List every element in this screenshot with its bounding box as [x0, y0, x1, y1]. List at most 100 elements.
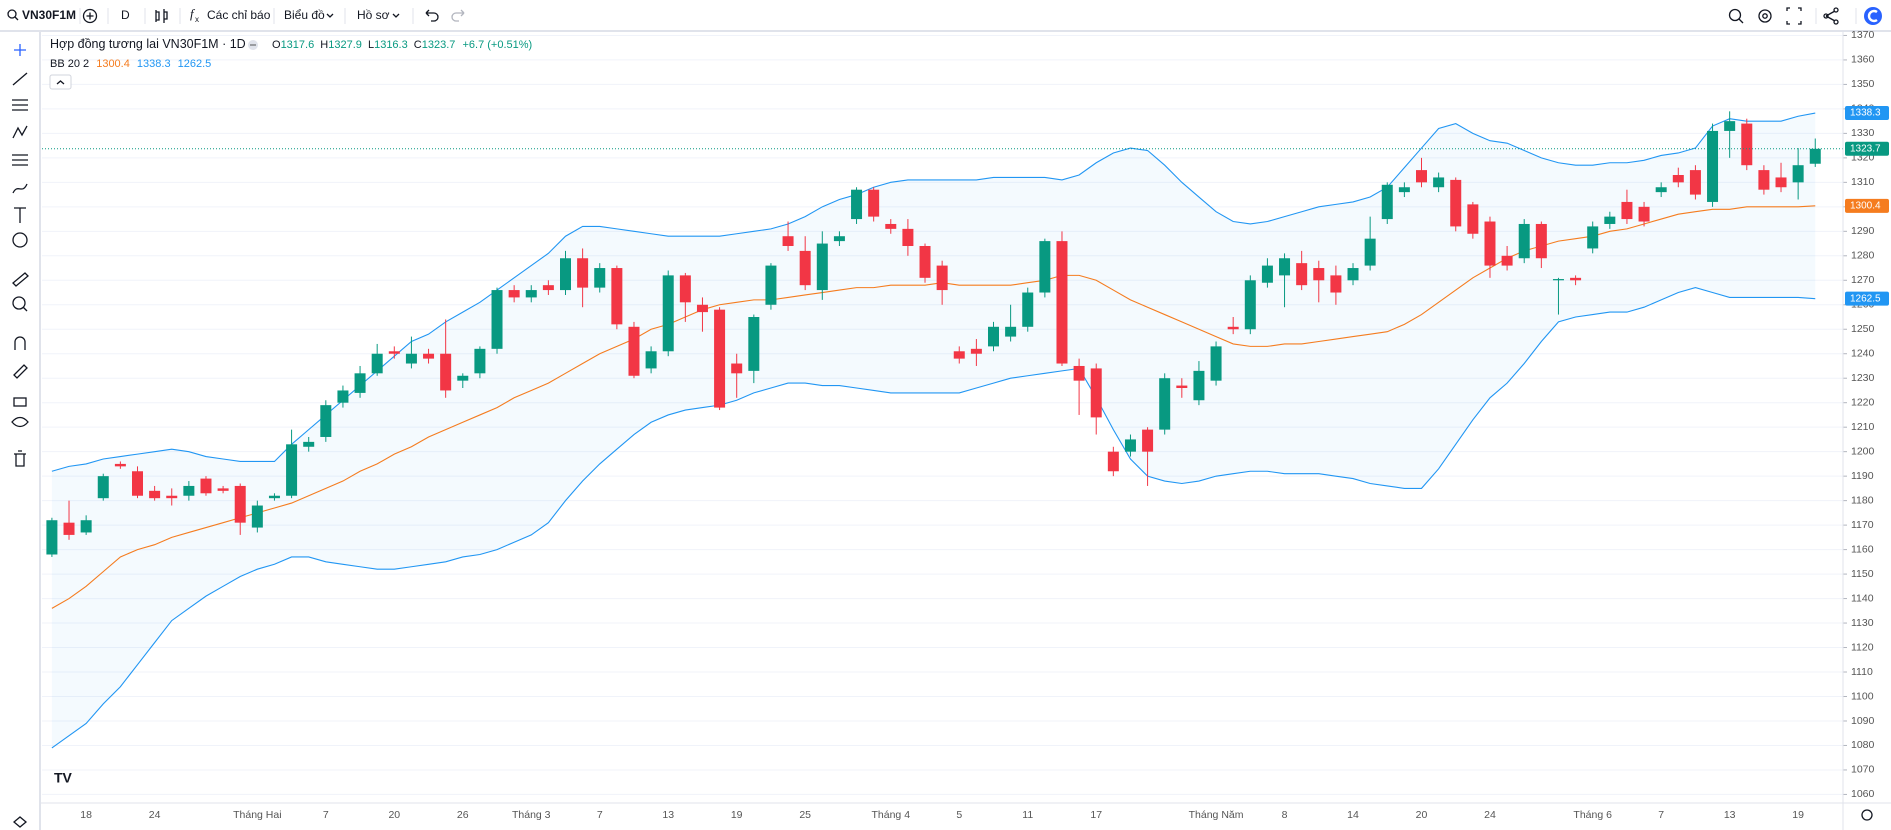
lock-tool[interactable]	[13, 397, 27, 407]
candle-body	[1210, 346, 1222, 381]
legend-title: Hợp đồng tương lai VN30F1M · 1D	[50, 37, 246, 51]
projection-tool[interactable]	[12, 154, 28, 166]
y-tick-label: 1210	[1851, 421, 1875, 433]
pattern-tool[interactable]	[12, 125, 28, 139]
x-tick-label: 24	[1484, 809, 1496, 821]
candle-body	[988, 326, 999, 347]
x-tick-label: Tháng 3	[512, 809, 551, 821]
candle-body	[423, 353, 435, 359]
x-tick-label: 24	[149, 809, 161, 821]
candle-body	[1724, 121, 1736, 131]
legend-toggle[interactable]	[49, 74, 72, 90]
symbol-search[interactable]: VN30F1M	[7, 8, 76, 22]
candle-body	[354, 373, 366, 393]
y-tick-label: 1140	[1851, 592, 1874, 604]
object-tree[interactable]	[12, 816, 28, 828]
y-tick-label: 1360	[1851, 54, 1875, 66]
ruler-tool[interactable]	[12, 272, 29, 287]
candle-body	[868, 189, 880, 217]
profile-menu[interactable]: Hồ sơ	[357, 8, 400, 22]
candle-body	[1570, 277, 1582, 281]
interval[interactable]: D	[121, 8, 130, 22]
alert-icon-handle	[1738, 18, 1744, 24]
candle-body	[1672, 175, 1684, 183]
candle-body	[200, 478, 212, 494]
y-tick-label: 1350	[1851, 78, 1875, 90]
y-tick-label: 1180	[1851, 494, 1874, 506]
fib-tool[interactable]	[12, 99, 28, 111]
candle-body	[1689, 170, 1701, 195]
left-toolbar	[11, 44, 29, 828]
text-tool[interactable]	[14, 207, 26, 223]
y-tick-label: 1190	[1851, 470, 1874, 482]
candle-body	[1604, 216, 1616, 224]
brush-tool[interactable]	[12, 183, 28, 194]
share-dot	[1833, 19, 1839, 25]
candle-body	[1039, 241, 1051, 293]
upper-value: 1338.3	[137, 58, 171, 70]
candle-body	[919, 246, 931, 278]
candle-body	[371, 353, 383, 374]
candle-body	[1107, 451, 1119, 472]
y-tick-label: 1250	[1851, 323, 1875, 335]
search-icon-handle	[14, 16, 19, 21]
delete-tool[interactable]	[14, 450, 26, 467]
axis-settings-icon	[1861, 809, 1873, 821]
plus-circle	[82, 8, 98, 24]
candle-body	[1227, 326, 1239, 330]
chart-menu[interactable]: Biểu đồ	[284, 8, 334, 22]
price-label: 1338.3	[1850, 108, 1881, 119]
candle-body	[1655, 187, 1667, 193]
candle-body	[251, 505, 263, 528]
candle-body	[1261, 265, 1273, 283]
top-toolbar	[0, 0, 1891, 31]
candle-body	[1073, 365, 1085, 381]
chart-type-button[interactable]	[155, 9, 168, 23]
candle-body	[542, 285, 554, 291]
symbol: VN30F1M	[22, 8, 76, 22]
candle-body	[508, 290, 520, 298]
compare-button[interactable]	[82, 8, 98, 24]
toggle-chevron	[56, 80, 65, 85]
settings-icon[interactable]	[1758, 9, 1772, 23]
candle-body	[1621, 201, 1633, 220]
chevron	[392, 13, 400, 18]
crosshair-tool[interactable]	[14, 44, 26, 56]
x-tick-label: 19	[731, 809, 743, 821]
y-tick-label: 1230	[1851, 372, 1875, 384]
legend-collapse[interactable]	[248, 40, 258, 50]
x-tick-label: 17	[1090, 809, 1102, 821]
indicators-button[interactable]: f x Các chỉ báo	[190, 6, 271, 24]
share-dot	[1833, 7, 1839, 13]
price-label: 1323.7	[1850, 143, 1881, 154]
candle-body	[1741, 123, 1753, 166]
zoom-handle	[22, 306, 28, 312]
undo[interactable]	[425, 9, 439, 22]
candle-body	[885, 223, 897, 229]
y-tick-label: 1290	[1851, 225, 1875, 237]
x-tick-label: 13	[662, 809, 674, 821]
y-tick-label: 1240	[1851, 348, 1875, 360]
axis-settings[interactable]	[1861, 809, 1873, 821]
candle-body	[80, 520, 92, 533]
magnet-tool[interactable]	[14, 336, 26, 350]
stay-drawing-tool[interactable]	[13, 364, 28, 379]
logo[interactable]	[1864, 7, 1882, 25]
zoom-tool[interactable]	[12, 296, 26, 310]
candle-body	[748, 317, 760, 371]
redo[interactable]	[451, 9, 465, 22]
emoji-tool[interactable]	[12, 232, 28, 248]
fullscreen-icon[interactable]	[1786, 7, 1802, 25]
x-tick-label: 25	[799, 809, 811, 821]
alert-icon[interactable]	[1728, 8, 1742, 22]
x-tick-label: 11	[1022, 809, 1033, 821]
candle-body	[731, 363, 743, 374]
candle-body	[1775, 177, 1787, 188]
y-tick-label: 1090	[1851, 715, 1875, 727]
candle-body	[611, 268, 623, 325]
trendline-tool[interactable]	[12, 72, 28, 86]
y-tick-label: 1060	[1851, 788, 1875, 800]
candle-body	[851, 189, 863, 220]
hide-tool[interactable]	[11, 416, 29, 428]
